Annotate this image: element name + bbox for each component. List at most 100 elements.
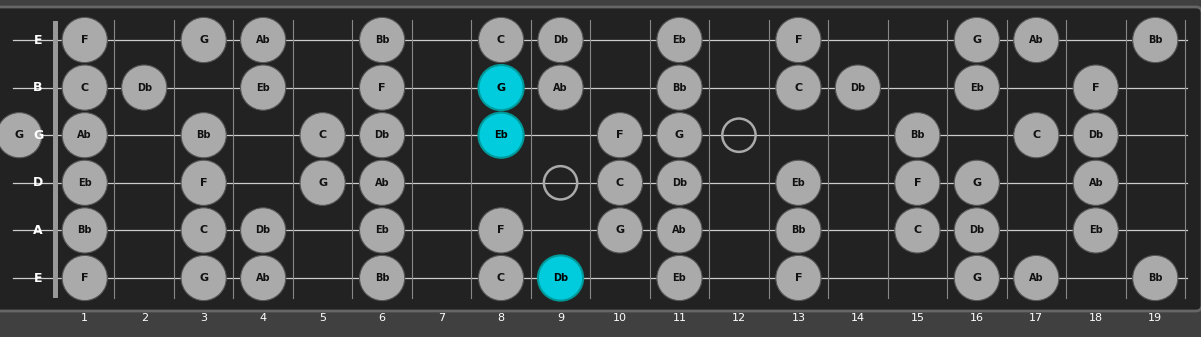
Text: 8: 8 (497, 313, 504, 323)
Text: Ab: Ab (1088, 178, 1103, 188)
Text: C: C (497, 273, 506, 283)
Circle shape (240, 255, 286, 301)
Circle shape (478, 18, 524, 63)
Text: Db: Db (969, 225, 985, 236)
Text: C: C (913, 225, 921, 236)
Circle shape (955, 18, 999, 63)
Circle shape (597, 113, 643, 158)
Text: G: G (973, 273, 981, 283)
Text: 14: 14 (850, 313, 865, 323)
Circle shape (62, 160, 107, 205)
Circle shape (62, 18, 107, 63)
Circle shape (538, 65, 584, 110)
Text: 15: 15 (910, 313, 925, 323)
Text: Db: Db (375, 130, 389, 140)
Text: C: C (497, 35, 506, 45)
Circle shape (240, 18, 286, 63)
Text: F: F (80, 35, 89, 45)
Circle shape (955, 255, 999, 301)
Circle shape (359, 65, 405, 110)
Text: Bb: Bb (910, 130, 925, 140)
Text: 13: 13 (791, 313, 806, 323)
Circle shape (181, 18, 226, 63)
Circle shape (62, 255, 107, 301)
Text: G: G (318, 178, 327, 188)
Text: Ab: Ab (1029, 273, 1044, 283)
Text: 12: 12 (731, 313, 746, 323)
Text: Ab: Ab (673, 225, 687, 236)
Text: G: G (14, 130, 24, 140)
Text: 11: 11 (673, 313, 687, 323)
Circle shape (776, 160, 821, 205)
Text: Db: Db (552, 273, 568, 283)
Text: F: F (795, 35, 802, 45)
Circle shape (359, 160, 405, 205)
Circle shape (776, 65, 821, 110)
Text: Db: Db (137, 83, 151, 93)
Text: G: G (199, 273, 208, 283)
Circle shape (895, 113, 940, 158)
Text: Bb: Bb (375, 273, 389, 283)
Circle shape (181, 255, 226, 301)
Circle shape (657, 18, 703, 63)
Text: G: G (32, 129, 43, 142)
Text: Bb: Bb (78, 225, 92, 236)
Text: Eb: Eb (970, 83, 984, 93)
Text: G: G (973, 178, 981, 188)
Text: C: C (1032, 130, 1040, 140)
Circle shape (478, 255, 524, 301)
Text: 7: 7 (438, 313, 446, 323)
Text: Bb: Bb (1148, 35, 1163, 45)
Text: G: G (973, 35, 981, 45)
Text: Eb: Eb (375, 225, 389, 236)
Text: Ab: Ab (256, 273, 270, 283)
Circle shape (955, 160, 999, 205)
Text: 4: 4 (259, 313, 267, 323)
Text: F: F (497, 225, 504, 236)
Text: Eb: Eb (256, 83, 270, 93)
Text: F: F (80, 273, 89, 283)
Text: C: C (80, 83, 89, 93)
Circle shape (62, 113, 107, 158)
Text: Ab: Ab (375, 178, 389, 188)
Text: 6: 6 (378, 313, 386, 323)
Circle shape (478, 65, 524, 110)
Text: 1: 1 (82, 313, 88, 323)
Text: 18: 18 (1089, 313, 1103, 323)
Circle shape (776, 18, 821, 63)
Circle shape (181, 113, 226, 158)
Text: Eb: Eb (673, 273, 686, 283)
Text: Ab: Ab (554, 83, 568, 93)
Text: Ab: Ab (256, 35, 270, 45)
Text: 10: 10 (613, 313, 627, 323)
Text: 17: 17 (1029, 313, 1044, 323)
Text: D: D (32, 176, 43, 189)
Circle shape (181, 208, 226, 253)
Circle shape (62, 65, 107, 110)
Text: Eb: Eb (78, 178, 91, 188)
Text: G: G (199, 35, 208, 45)
Circle shape (359, 208, 405, 253)
Text: F: F (616, 130, 623, 140)
Text: A: A (34, 224, 43, 237)
Text: C: C (318, 130, 327, 140)
Circle shape (955, 65, 999, 110)
Circle shape (1014, 18, 1059, 63)
Circle shape (895, 160, 940, 205)
Text: Eb: Eb (673, 35, 686, 45)
Text: Db: Db (671, 178, 687, 188)
Circle shape (240, 208, 286, 253)
Circle shape (1133, 255, 1178, 301)
Circle shape (776, 255, 821, 301)
Circle shape (1074, 160, 1118, 205)
Text: Db: Db (552, 35, 568, 45)
Text: F: F (378, 83, 386, 93)
Circle shape (1074, 113, 1118, 158)
Text: Db: Db (1088, 130, 1104, 140)
Circle shape (657, 160, 703, 205)
Text: 2: 2 (141, 313, 148, 323)
Text: 9: 9 (557, 313, 564, 323)
Text: Bb: Bb (197, 130, 211, 140)
Circle shape (359, 18, 405, 63)
Circle shape (1074, 208, 1118, 253)
